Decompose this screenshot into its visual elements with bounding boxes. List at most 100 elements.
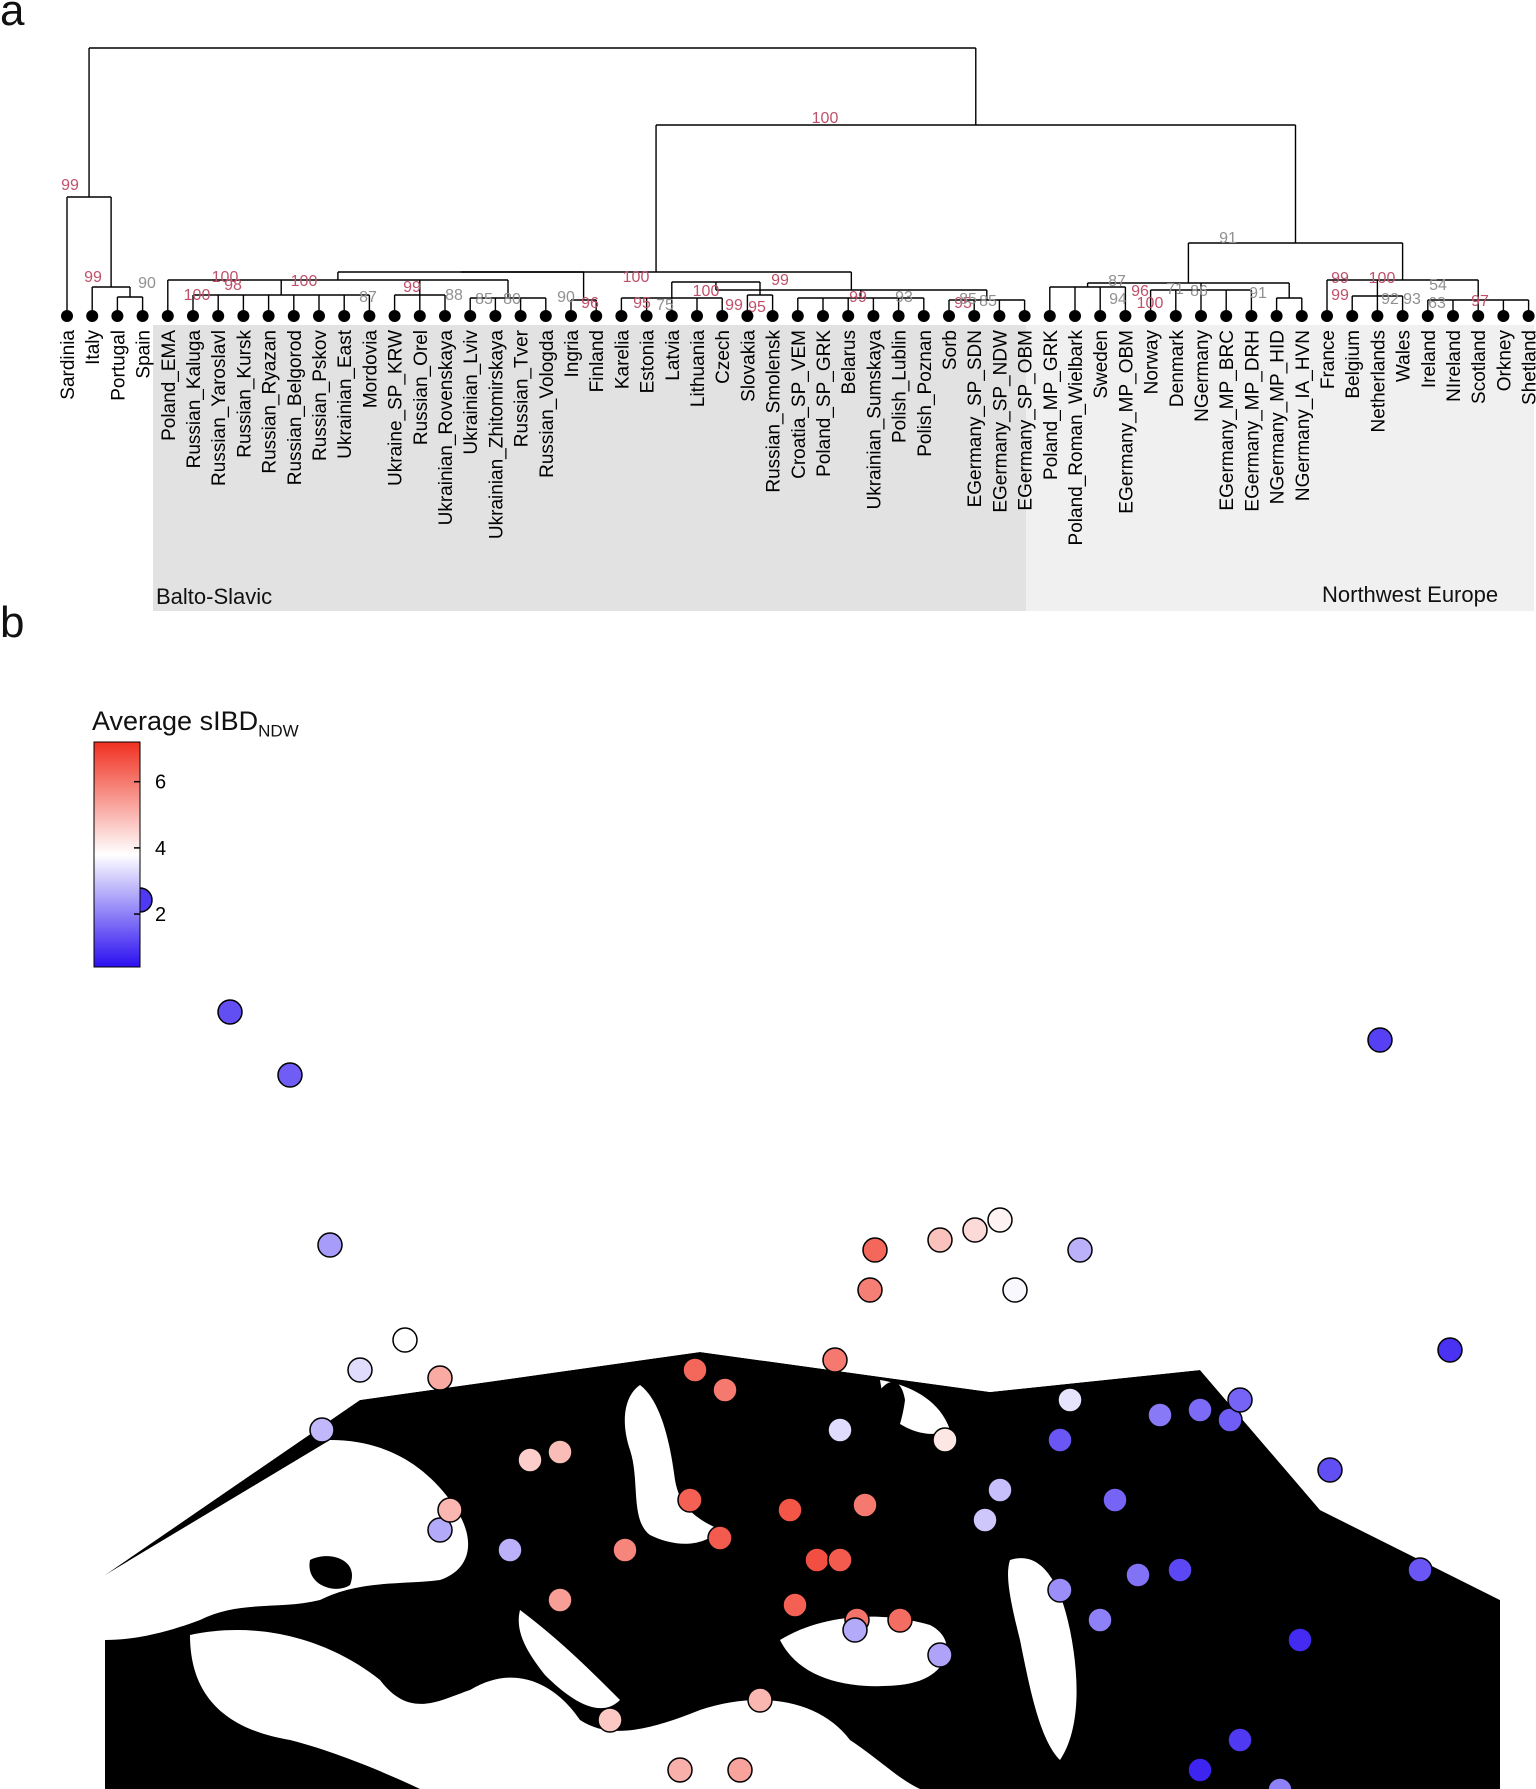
leaf-label: Denmark <box>1167 330 1188 408</box>
bootstrap-value: 91 <box>1249 285 1267 302</box>
northwest-europe-region <box>1026 325 1534 611</box>
leaf-dot <box>136 310 149 322</box>
leaf-label: Ireland <box>1419 330 1440 388</box>
leaf-dot <box>61 310 73 322</box>
leaf-dot <box>111 310 124 322</box>
leaf-dot <box>1346 310 1359 322</box>
leaf-label: Karelia <box>612 330 633 390</box>
panel-a-label: a <box>0 0 25 35</box>
leaf-label: Ukrainian_Lviv <box>461 330 482 455</box>
leaf-dot <box>1245 310 1258 322</box>
sample-point <box>1167 1557 1193 1583</box>
sample-point <box>804 1547 830 1573</box>
colorbar-title: Average sIBDNDW <box>92 706 299 741</box>
leaf-dot <box>212 310 225 322</box>
leaf-dot <box>1421 310 1434 322</box>
bootstrap-value: 100 <box>212 269 239 286</box>
sample-point <box>887 1607 913 1633</box>
leaf-label: NGermany_IA_HVN <box>1293 330 1314 501</box>
leaf-dot <box>413 310 426 322</box>
leaf-label: Poland_MP_GRK <box>1041 330 1062 480</box>
sample-point <box>822 1347 848 1373</box>
leaf-dot <box>1295 310 1308 322</box>
sample-point <box>927 1642 953 1668</box>
leaf-dot <box>917 310 930 322</box>
sample-point <box>1287 1627 1313 1653</box>
leaf-dot <box>287 310 300 322</box>
bootstrap-value: 99 <box>84 269 102 286</box>
bootstrap-value: 92 <box>1381 291 1399 308</box>
leaf-dot <box>590 310 603 322</box>
leaf-label: Russian_Kursk <box>234 330 255 458</box>
sample-point <box>682 1357 708 1383</box>
leaf-dot <box>1497 310 1510 322</box>
leaf-label: Russian_Kaluga <box>184 330 205 469</box>
colorbar-tick-label: 2 <box>155 904 166 926</box>
leaf-dot <box>691 310 703 322</box>
leaf-dot <box>1447 310 1459 322</box>
leaf-dot <box>817 310 829 322</box>
leaf-label: NIreland <box>1444 330 1465 402</box>
leaf-dot <box>1522 310 1535 322</box>
leaf-label: EGermany_MP_BRC <box>1217 330 1238 511</box>
leaf-dot <box>1220 310 1233 322</box>
sample-point <box>962 1217 988 1243</box>
leaf-label: Russian_Ryazan <box>260 330 281 474</box>
leaf-dot <box>867 310 880 322</box>
sample-point <box>712 1377 738 1403</box>
leaf-label: NGermany_MP_HID <box>1268 330 1289 504</box>
leaf-label: Italy <box>83 330 104 365</box>
bootstrap-value: 99 <box>725 297 743 314</box>
sample-point <box>427 1365 453 1391</box>
sample-point <box>827 1547 853 1573</box>
sample-point <box>277 1062 303 1088</box>
sample-point <box>1227 1387 1253 1413</box>
bootstrap-value: 80 <box>503 291 521 308</box>
leaf-dot <box>943 310 955 322</box>
sample-point <box>1437 1337 1463 1363</box>
leaf-label: Sardinia <box>58 330 79 400</box>
sample-point <box>1407 1557 1433 1583</box>
leaf-label: Ukrainian_Rovenskaya <box>436 330 457 526</box>
leaf-label: Estonia <box>638 330 659 394</box>
novaya-zemlya-shape <box>870 1381 905 1457</box>
sample-point <box>777 1497 803 1523</box>
bootstrap-value: 99 <box>1331 270 1349 287</box>
leaf-label: Ukrainian_Sumskaya <box>864 330 885 510</box>
leaf-dot <box>237 310 250 322</box>
colorbar-tick-label: 6 <box>155 772 166 794</box>
leaf-label: Ukrainian_Zhitomirskaya <box>486 330 507 540</box>
sample-point <box>972 1507 998 1533</box>
leaf-dot <box>313 310 325 322</box>
leaf-label: Russian_Orel <box>411 330 432 445</box>
leaf-label: Scotland <box>1469 330 1490 404</box>
sample-point <box>347 1357 373 1383</box>
sample-point <box>1067 1237 1093 1263</box>
leaf-dot <box>1043 310 1056 322</box>
leaf-label: Norway <box>1142 330 1163 395</box>
bootstrap-value: 87 <box>359 289 377 306</box>
bootstrap-value: 87 <box>1108 273 1126 290</box>
leaf-dot <box>741 310 754 322</box>
sample-point <box>547 1587 573 1613</box>
bootstrap-value: 99 <box>1331 287 1349 304</box>
sample-point <box>987 1207 1013 1233</box>
leaf-dot <box>1321 310 1333 322</box>
sample-point <box>217 999 243 1025</box>
sample-point <box>1147 1402 1173 1428</box>
sample-point <box>927 1227 953 1253</box>
leaf-label: Ingria <box>562 330 583 378</box>
bootstrap-value: 88 <box>445 287 463 304</box>
leaf-label: Poland_EMA <box>159 330 180 441</box>
iceland-shape <box>309 1556 352 1589</box>
sample-point <box>1217 1407 1243 1433</box>
sample-point <box>932 1427 958 1453</box>
leaf-label: Polish_Lublin <box>890 330 911 443</box>
leaf-dot <box>640 310 653 322</box>
bootstrap-value: 91 <box>1219 230 1237 247</box>
sample-point <box>1187 1397 1213 1423</box>
leaf-dot <box>187 310 199 322</box>
sample-point <box>782 1592 808 1618</box>
leaf-label: EGermany_SP_SDN <box>965 330 986 507</box>
